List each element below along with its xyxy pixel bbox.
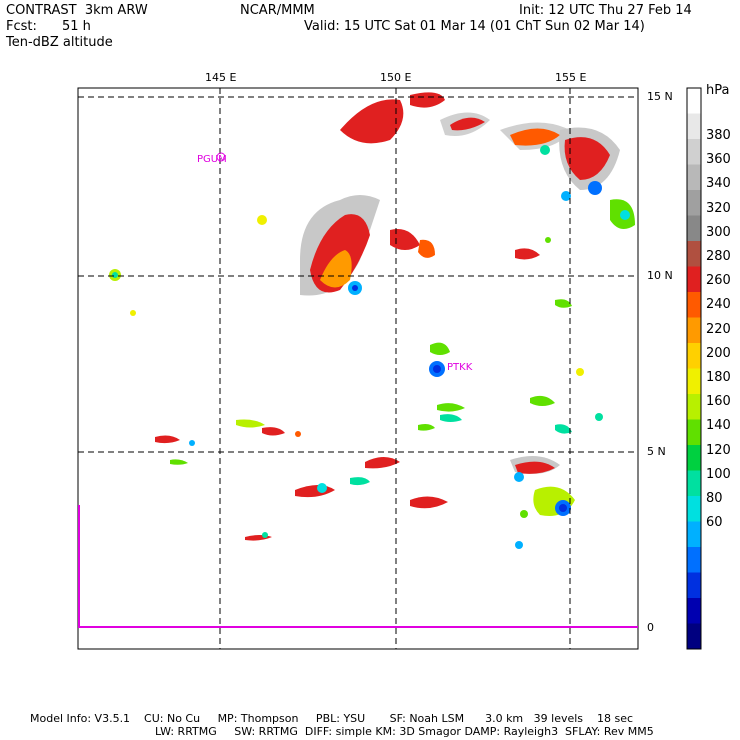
org-label: NCAR/MMM	[240, 3, 315, 18]
colorbar-tick-label: 60	[706, 515, 723, 531]
colorbar-swatch	[687, 496, 701, 522]
station-marker-pgum	[216, 152, 226, 162]
init-time: Init: 12 UTC Thu 27 Feb 14	[519, 3, 692, 18]
storm-cells	[109, 92, 635, 549]
colorbar-swatch	[687, 164, 701, 191]
colorbar-tick-label: 80	[706, 491, 723, 506]
colorbar-tick-label: 380	[706, 128, 731, 143]
colorbar-swatch	[687, 139, 701, 165]
colorbar-tick-label: 260	[706, 273, 731, 289]
colorbar-tick-label: 280	[706, 249, 731, 264]
colorbar	[687, 88, 701, 650]
lon-label-155: 155 E	[555, 71, 587, 84]
colorbar-tick-label: 240	[706, 297, 731, 313]
lat-label-5n: 5 N	[647, 445, 666, 458]
lat-lon-grid	[78, 88, 638, 649]
forecast-label: Fcst:	[6, 19, 37, 34]
colorbar-swatch	[687, 266, 701, 293]
colorbar-swatch	[687, 521, 701, 548]
colorbar-swatch	[687, 623, 701, 650]
storm-cluster-north	[300, 92, 635, 296]
footer-model-info: Model Info: V3.5.1 CU: No Cu MP: Thompso…	[30, 712, 634, 725]
station-label-ptkk: PTKK	[447, 362, 473, 373]
colorbar-tick-label: 360	[706, 152, 731, 168]
domain-boundary	[78, 505, 638, 628]
colorbar-swatch	[687, 190, 701, 216]
colorbar-tick-label: 340	[706, 176, 731, 192]
colorbar-swatch	[687, 598, 701, 624]
colorbar-swatch	[687, 317, 701, 344]
forecast-hours: 51 h	[62, 19, 91, 34]
station-label-pgum: PGUM	[197, 154, 227, 165]
colorbar-tick-label: 300	[706, 224, 731, 240]
colorbar-swatch	[687, 445, 701, 471]
model-title: CONTRAST 3km ARW	[6, 3, 148, 18]
colorbar-swatch	[687, 572, 701, 599]
colorbar-tick-label: 180	[706, 370, 731, 385]
lat-label-15n: 15 N	[647, 90, 673, 103]
lat-label-10n: 10 N	[647, 269, 673, 282]
colorbar-unit: hPa	[706, 83, 730, 98]
colorbar-swatch	[687, 241, 701, 267]
valid-time: Valid: 15 UTC Sat 01 Mar 14 (01 ChT Sun …	[304, 19, 645, 34]
colorbar-tick-label: 160	[706, 394, 731, 410]
colorbar-swatch	[687, 113, 701, 140]
colorbar-swatch	[687, 368, 701, 395]
storm-cluster-scattered	[109, 215, 603, 549]
colorbar-swatch	[687, 88, 701, 114]
colorbar-tick-label: 320	[706, 200, 731, 216]
lon-label-150: 150 E	[380, 71, 412, 84]
colorbar-swatch	[687, 547, 701, 573]
footer-physics-info: LW: RRTMG SW: RRTMG DIFF: simple KM: 3D …	[155, 725, 654, 738]
colorbar-swatch	[687, 394, 701, 420]
lat-label-0: 0	[647, 621, 654, 634]
map-frame	[77, 87, 639, 650]
colorbar-swatch	[687, 292, 701, 318]
colorbar-tick-label: 220	[706, 321, 731, 337]
colorbar-tick-label: 100	[706, 466, 731, 482]
colorbar-swatch	[687, 470, 701, 497]
lon-label-145: 145 E	[205, 71, 237, 84]
colorbar-frame	[686, 87, 702, 650]
field-name: Ten-dBZ altitude	[6, 35, 113, 50]
colorbar-swatch	[687, 215, 701, 242]
colorbar-swatch	[687, 419, 701, 446]
colorbar-tick-label: 200	[706, 345, 731, 361]
colorbar-tick-label: 140	[706, 418, 731, 434]
colorbar-swatch	[687, 343, 701, 369]
colorbar-tick-label: 120	[706, 442, 731, 458]
